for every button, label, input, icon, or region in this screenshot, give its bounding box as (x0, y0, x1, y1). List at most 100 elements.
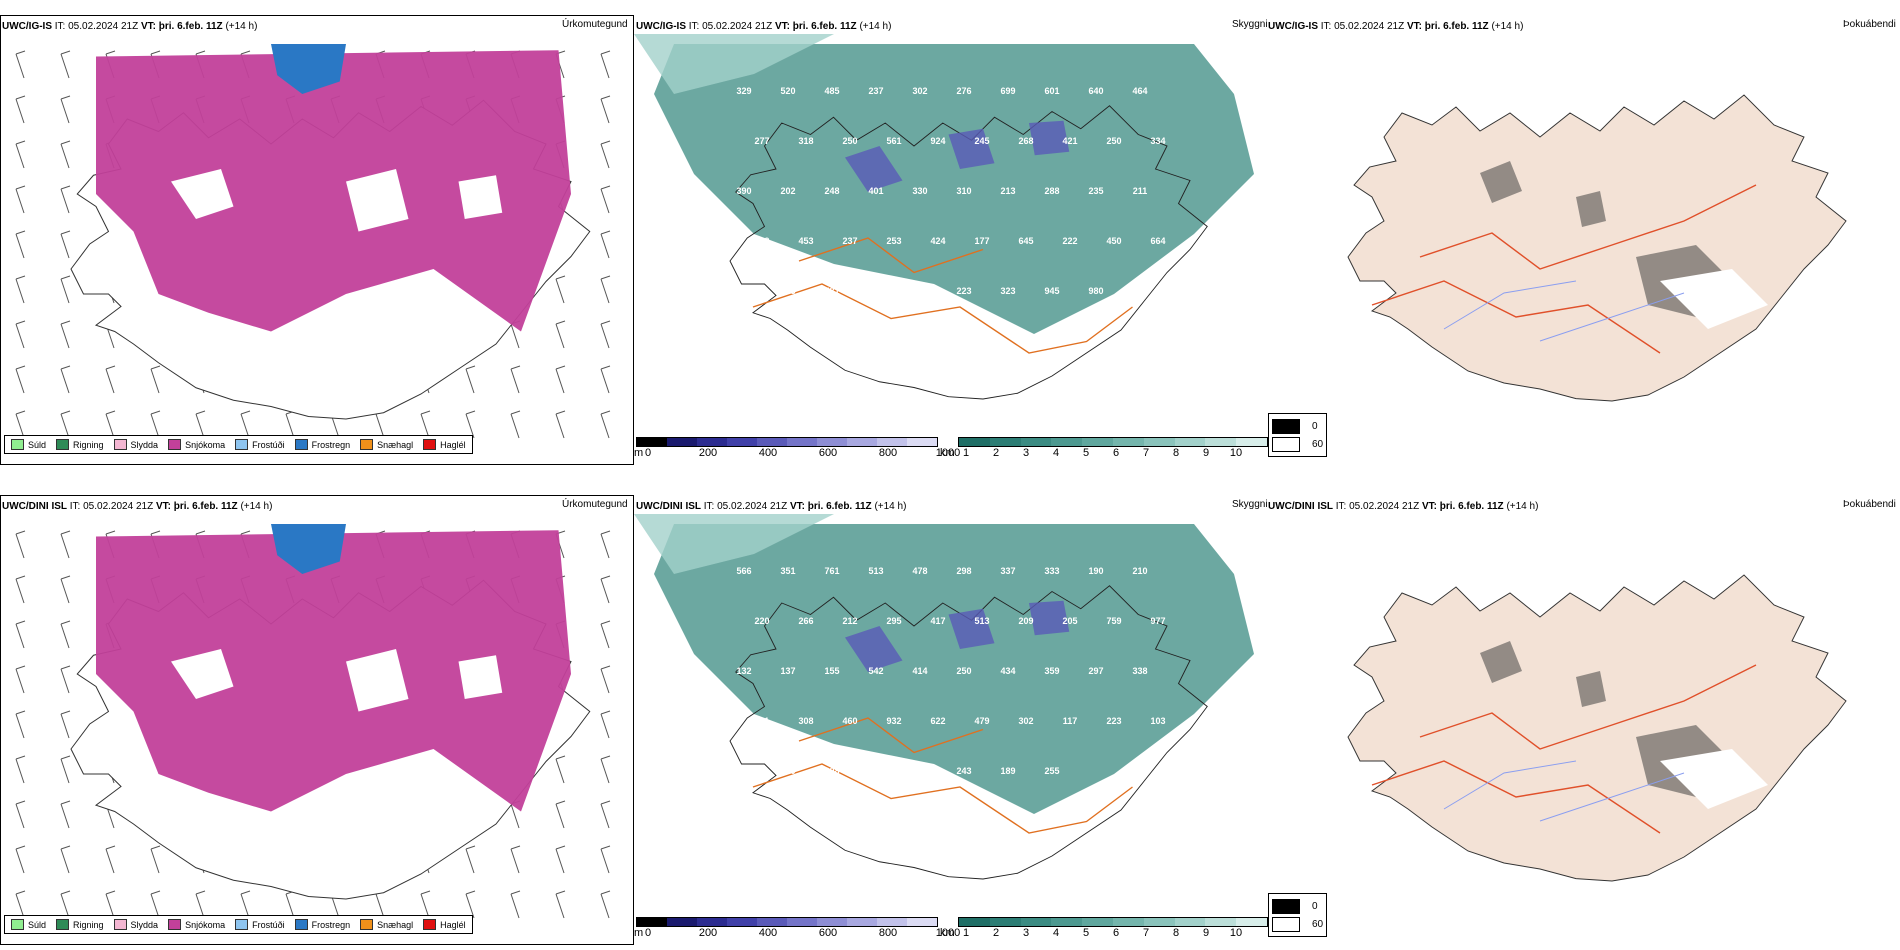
legend-swatch (168, 439, 182, 450)
cloudbase-value: 178 (912, 766, 927, 776)
fog-legend-row: 60 (1272, 435, 1323, 453)
cloudbase-value: 237 (868, 86, 883, 96)
visibility-tick: 8 (1172, 927, 1180, 939)
legend-label: Frostregn (311, 439, 351, 450)
lead-time: (+14 h) (874, 501, 907, 512)
cloudbase-value: 566 (736, 566, 751, 576)
model-name: UWC/IG-IS (2, 21, 52, 32)
cloudbase-value: 210 (1132, 566, 1147, 576)
cloudbase-value: 266 (798, 616, 813, 626)
panel-type-label: Skyggni (1232, 19, 1268, 30)
cloudbase-value: 222 (1062, 236, 1077, 246)
cloudbase-value: 248 (824, 186, 839, 196)
precip-legend: Súld Rigning Slydda Snjókoma Frostúði Frostre… (4, 435, 473, 454)
legend-swatch (423, 919, 437, 930)
cloudbase-value: 453 (798, 236, 813, 246)
cloudbase-tick: 800 (878, 447, 898, 459)
cloudbase-value: 359 (1044, 666, 1059, 676)
valid-prefix: VT: (789, 501, 805, 512)
cloudbase-value: 932 (886, 716, 901, 726)
legend-swatch (235, 439, 249, 450)
cloudbase-value: 464 (1132, 86, 1147, 96)
legend-swatch (168, 919, 182, 930)
lead-time: (+14 h) (225, 21, 258, 32)
cloudbase-value: 235 (1088, 186, 1103, 196)
legend-item: Haglél (423, 439, 466, 450)
cloudbase-value: 513 (974, 616, 989, 626)
fog-value: 60 (1312, 918, 1324, 930)
cloudbase-tick: 600 (818, 927, 838, 939)
valid-time: þri. 6.feb. 11Z (792, 21, 857, 32)
visibility-tick: 3 (1022, 447, 1030, 459)
cloudbase-value: 424 (930, 236, 945, 246)
legend-label: Haglél (440, 439, 466, 450)
cloudbase-value: 205 (736, 766, 751, 776)
visibility-colorbar (958, 437, 1268, 447)
cloudbase-value: 351 (780, 566, 795, 576)
cloudbase-value: 298 (956, 566, 971, 576)
panel-header: UWC/DINI ISL IT: 05.02.2024 21Z VT: þri.… (636, 501, 906, 512)
cloudbase-value: 401 (868, 186, 883, 196)
cloudbase-value: 640 (1088, 86, 1103, 96)
legend-item: Frostúði (235, 919, 285, 930)
panel-type-label: Skyggni (1232, 499, 1268, 510)
cloudbase-tick: 400 (758, 447, 778, 459)
cloudbase-value: 288 (1044, 186, 1059, 196)
legend-swatch (235, 919, 249, 930)
panel-header: UWC/DINI ISL IT: 05.02.2024 21Z VT: þri.… (2, 501, 272, 512)
lead-time: (+14 h) (1491, 21, 1524, 32)
valid-time: þri. 6.feb. 11Z (158, 21, 223, 32)
cloudbase-tick: 0 (644, 447, 652, 459)
cloudbase-value: 295 (886, 616, 901, 626)
issue-time: IT: 05.02.2024 21Z (703, 501, 788, 512)
legend-swatch (11, 439, 24, 450)
legend-label: Snæhagl (377, 919, 414, 930)
fog-legend: 0 60 (1268, 893, 1328, 937)
fog-index-map (1347, 574, 1847, 882)
cloudbase-value: 250 (780, 766, 795, 776)
legend-swatch (56, 439, 70, 450)
visibility-tick: 5 (1082, 927, 1090, 939)
cloudbase-value: 520 (780, 86, 795, 96)
valid-prefix: VT: (155, 501, 171, 512)
cloudbase-value: 334 (1150, 136, 1165, 146)
cloudbase-value: 431 (736, 286, 751, 296)
legend-item: Frostregn (294, 919, 350, 930)
lead-time: (+14 h) (859, 21, 892, 32)
cloudbase-value: 945 (1044, 286, 1059, 296)
valid-time: þri. 6.feb. 11Z (1439, 501, 1504, 512)
panel-header: UWC/IG-IS IT: 05.02.2024 21Z VT: þri. 6.… (636, 21, 891, 32)
fog-legend: 0 60 (1268, 413, 1328, 457)
cloudbase-value: 390 (736, 186, 751, 196)
model-name: UWC/DINI ISL (1268, 501, 1333, 512)
visibility-tick: 2 (992, 927, 1000, 939)
cloudbase-value: 177 (974, 236, 989, 246)
cloudbase-value: 329 (736, 86, 751, 96)
fog-legend-row: 0 (1272, 897, 1323, 915)
fog-swatch (1272, 898, 1300, 914)
legend-item: Slydda (113, 439, 158, 450)
model-name: UWC/IG-IS (636, 21, 686, 32)
legend-label: Frostúði (252, 439, 285, 450)
cloudbase-value: 337 (1000, 566, 1015, 576)
cloudbase-value: 542 (868, 666, 883, 676)
legend-item: Frostúði (235, 439, 285, 450)
fog-value: 0 (1312, 900, 1318, 912)
cloudbase-colorbar (636, 917, 938, 927)
legend-swatch (56, 919, 70, 930)
cloudbase-value: 761 (824, 566, 839, 576)
fog-legend-row: 60 (1272, 915, 1323, 933)
issue-time: IT: 05.02.2024 21Z (54, 21, 139, 32)
cloudbase-value: 323 (1000, 286, 1015, 296)
cloudbase-value: 250 (1106, 136, 1121, 146)
cloudbase-value: 302 (1018, 716, 1033, 726)
cloudbase-tick: 200 (698, 927, 718, 939)
panel-header: UWC/IG-IS IT: 05.02.2024 21Z VT: þri. 6.… (2, 21, 257, 32)
cloudbase-tick: 0 (644, 927, 652, 939)
cloudbase-value: 302 (912, 86, 927, 96)
visibility-tick: 7 (1142, 447, 1150, 459)
panel-header: UWC/IG-IS IT: 05.02.2024 21Z VT: þri. 6.… (1268, 21, 1523, 32)
visibility-tick: 7 (1142, 927, 1150, 939)
visibility-tick: 5 (1082, 447, 1090, 459)
precip-map (15, 44, 611, 439)
